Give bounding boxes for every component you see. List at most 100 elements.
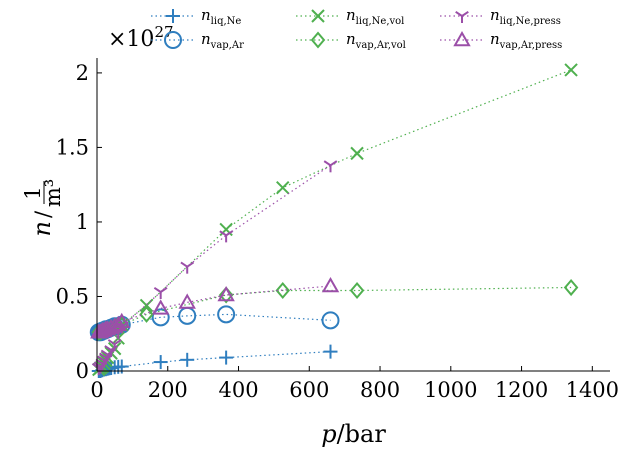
data-point bbox=[349, 281, 365, 300]
marker-stroke bbox=[98, 352, 107, 359]
data-point bbox=[113, 312, 131, 329]
marker-stroke bbox=[275, 281, 291, 300]
legend-marker bbox=[166, 9, 180, 23]
legend-entry: nliq,Ne,press bbox=[440, 6, 561, 27]
data-point bbox=[105, 317, 124, 333]
marker-stroke bbox=[178, 293, 196, 309]
marker-stroke bbox=[109, 315, 127, 332]
x-tick-label: 400 bbox=[218, 378, 258, 402]
marker-stroke bbox=[349, 281, 365, 300]
marker-stroke bbox=[91, 362, 100, 369]
marker-stroke bbox=[323, 160, 332, 167]
legend-marker bbox=[310, 31, 326, 49]
marker-stroke bbox=[151, 308, 170, 327]
marker-stroke bbox=[153, 286, 162, 293]
series-line bbox=[98, 164, 331, 369]
marker-stroke bbox=[225, 230, 233, 237]
series-n-vap-ar-press bbox=[90, 277, 340, 339]
x-axis-label: p/bar bbox=[321, 420, 386, 448]
x-tick-label: 1400 bbox=[566, 378, 618, 402]
marker-stroke bbox=[107, 339, 116, 346]
data-point bbox=[139, 305, 154, 323]
marker-stroke bbox=[329, 160, 338, 167]
y-tick-label: 0.5 bbox=[56, 284, 89, 308]
marker-stroke bbox=[350, 146, 364, 161]
marker-stroke bbox=[97, 355, 105, 362]
marker-stroke bbox=[461, 10, 469, 17]
series-n-liq-ne bbox=[91, 344, 338, 378]
marker-stroke bbox=[160, 286, 168, 293]
marker-stroke bbox=[151, 299, 170, 315]
marker-stroke bbox=[100, 349, 109, 356]
data-point bbox=[219, 350, 234, 365]
data-point bbox=[180, 261, 195, 274]
y-axis-label-denom: m³ bbox=[41, 179, 65, 207]
series-n-liq-ne-press bbox=[91, 160, 338, 376]
data-point bbox=[350, 146, 364, 161]
marker-stroke bbox=[321, 277, 340, 293]
data-point bbox=[218, 286, 234, 304]
y-tick-label: 2 bbox=[76, 61, 89, 85]
legend-label: nliq,Ne bbox=[201, 6, 241, 27]
y-axis-label-numer: 1 bbox=[21, 186, 45, 199]
marker-stroke bbox=[276, 180, 290, 195]
legend-label: nvap,Ar,vol bbox=[346, 30, 406, 51]
x-tick-label: 1200 bbox=[495, 378, 548, 402]
data-point bbox=[109, 315, 127, 332]
marker-stroke bbox=[217, 285, 235, 302]
data-point bbox=[153, 355, 168, 370]
y-axis-label-var: n bbox=[28, 221, 56, 236]
axes: 0 200 400 600 800 1000 1200 1400 0 0.5 1 1.5 2 ×1027 p… bbox=[21, 23, 618, 448]
data-point bbox=[107, 339, 122, 352]
x-tick-label: 1000 bbox=[424, 378, 477, 402]
x-tick-label: 600 bbox=[289, 378, 329, 402]
marker-stroke bbox=[310, 31, 326, 49]
x-tick-label: 200 bbox=[148, 378, 188, 402]
legend-entry: nvap,Ar,press bbox=[440, 30, 562, 51]
data-point bbox=[219, 230, 233, 243]
data-point bbox=[275, 281, 291, 300]
marker-stroke bbox=[180, 261, 188, 268]
marker-stroke bbox=[114, 339, 122, 346]
series-line bbox=[98, 286, 572, 333]
marker-stroke bbox=[563, 278, 579, 297]
y-axis-label: n / 1m³ bbox=[21, 179, 65, 237]
y-tick-label: 0 bbox=[76, 359, 89, 383]
marker-stroke bbox=[219, 230, 227, 237]
marker-stroke bbox=[139, 305, 154, 323]
data-point bbox=[217, 285, 235, 302]
data-point bbox=[217, 305, 236, 324]
y-multiplier-label: ×1027 bbox=[108, 23, 174, 52]
legend: nliq,Ne nliq,Ne,vol nliq,Ne,press nvap,Ar nv… bbox=[151, 6, 562, 51]
x-tick-label: 800 bbox=[360, 378, 400, 402]
marker-stroke bbox=[218, 286, 234, 304]
legend-marker bbox=[311, 9, 325, 23]
legend-label: nvap,Ar,press bbox=[490, 30, 562, 51]
marker-stroke bbox=[453, 30, 471, 47]
legend-label: nliq,Ne,press bbox=[490, 6, 561, 27]
marker-stroke bbox=[105, 317, 124, 333]
marker-stroke bbox=[113, 312, 131, 329]
data-point bbox=[151, 299, 170, 315]
plot-area bbox=[89, 63, 579, 378]
legend-marker bbox=[453, 30, 471, 47]
x-tick-label: 0 bbox=[90, 378, 103, 402]
legend-label: nvap,Ar bbox=[201, 30, 244, 51]
series-line bbox=[98, 285, 331, 333]
marker-stroke bbox=[217, 305, 236, 324]
marker-stroke bbox=[164, 31, 182, 49]
legend-entry: nvap,Ar,vol bbox=[296, 30, 406, 51]
data-point bbox=[153, 286, 168, 300]
legend-marker bbox=[164, 31, 182, 49]
marker-stroke bbox=[104, 345, 112, 351]
legend-entry: nvap,Ar bbox=[151, 30, 244, 51]
marker-stroke bbox=[455, 10, 463, 17]
series-line bbox=[98, 313, 331, 333]
series-line bbox=[98, 69, 572, 370]
data-point bbox=[321, 277, 340, 293]
data-point bbox=[323, 160, 338, 173]
legend-entry: nliq,Ne,vol bbox=[296, 6, 404, 27]
marker-stroke bbox=[311, 9, 325, 23]
series-line bbox=[98, 351, 331, 372]
